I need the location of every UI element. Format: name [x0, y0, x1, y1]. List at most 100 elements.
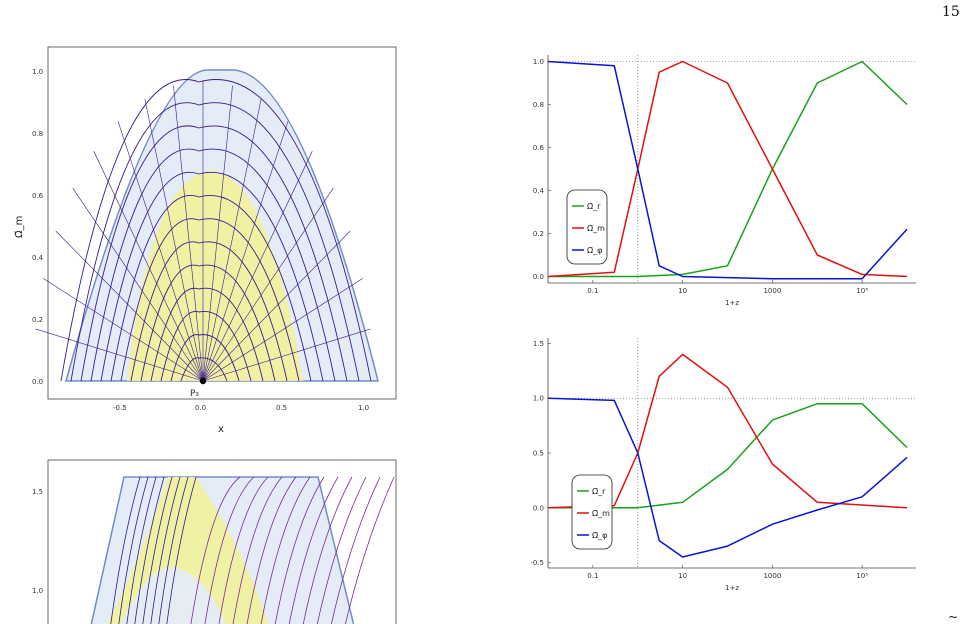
y-tick-label: 0.0 — [32, 378, 43, 386]
series-line — [547, 60, 908, 278]
y-tick-label: 1.5 — [533, 340, 544, 348]
streamline — [117, 121, 204, 382]
streamline — [218, 476, 269, 624]
streamlines — [110, 476, 395, 624]
x-tick-label: 1.0 — [358, 404, 369, 412]
streamline — [118, 476, 149, 624]
legend-label: Ω̃_r — [592, 487, 606, 496]
x-tick-label: 0.1 — [587, 572, 598, 580]
streamline — [70, 102, 360, 382]
streamline — [60, 79, 372, 382]
density-chart-top: 0.0 0.2 0.4 0.6 0.8 1.0 0.1 10 1000 10⁵ 1+z Ω̃_r Ω̃_… — [533, 55, 916, 307]
streamline — [316, 476, 367, 624]
legend-label: Ω̃_r — [587, 202, 601, 211]
fixed-point-label: P₃ — [190, 389, 199, 399]
streamline — [170, 334, 240, 382]
y-tick-label: 0.0 — [533, 273, 544, 281]
y-tick-label: 0.6 — [32, 192, 44, 200]
streamline — [126, 476, 157, 624]
streamline — [204, 476, 255, 624]
streamline — [72, 187, 204, 382]
streamline — [288, 476, 339, 624]
y-tick-label: 0.8 — [533, 101, 544, 109]
streamline — [180, 357, 228, 382]
y-tick-label: -0.5 — [530, 559, 544, 567]
streamline — [345, 476, 395, 624]
phase-portrait-top: P₃ -0.5 0.0 0.5 1.0 x 0.0 0.2 0.4 0.6 0.… — [13, 46, 397, 435]
streamline — [150, 476, 181, 624]
y-tick-label: 0.2 — [32, 316, 43, 324]
streamline — [202, 85, 233, 382]
streamline — [246, 476, 297, 624]
legend-label: Ω̃_m — [587, 224, 605, 233]
y-tick-label: 1.0 — [533, 58, 544, 66]
series-line — [548, 60, 908, 278]
streamline — [55, 230, 204, 382]
y-tick-label: 0.6 — [533, 144, 545, 152]
x-tick-label: -0.5 — [113, 404, 127, 412]
series-line — [547, 397, 908, 558]
y-tick-label: 1.0 — [32, 68, 43, 76]
streamline — [93, 151, 204, 382]
streamline — [202, 99, 262, 382]
x-tick-label: 10⁵ — [856, 287, 868, 295]
streamline — [202, 278, 363, 382]
x-axis-label: 1+z — [725, 299, 739, 307]
x-axis-label: x — [218, 424, 224, 435]
streamline — [330, 476, 381, 624]
y-tick-label: 0.4 — [533, 187, 545, 195]
streamline — [173, 85, 204, 382]
streamline — [274, 476, 325, 624]
streamline — [190, 476, 241, 624]
accelerating-region — [127, 171, 303, 381]
streamline — [202, 230, 351, 382]
streamline — [90, 148, 336, 382]
streamline — [110, 476, 141, 624]
series-line — [547, 60, 908, 280]
streamline — [202, 187, 334, 382]
legend-label: Ω̃_φ — [587, 246, 602, 255]
streamline — [166, 476, 197, 624]
x-tick-label: 1000 — [763, 572, 781, 580]
phase-portrait-bottom: 1.0 1.5 — [32, 459, 397, 624]
x-axis-label: 1+z — [725, 584, 739, 592]
y-tick-label: 1.5 — [32, 488, 43, 496]
streamline — [43, 278, 204, 382]
x-tick-label: 1000 — [763, 287, 781, 295]
y-tick-label: 0.2 — [533, 230, 544, 238]
y-tick-label: 1.0 — [32, 587, 43, 595]
y-tick-label: 0.8 — [32, 130, 43, 138]
streamline — [100, 171, 324, 382]
streamline — [35, 328, 204, 382]
streamline — [120, 218, 300, 382]
streamline — [202, 151, 313, 382]
x-tick-label: 0.5 — [276, 404, 287, 412]
streamline — [202, 328, 371, 382]
x-tick-label: 0.1 — [587, 287, 598, 295]
density-chart-bottom: -0.5 0.0 0.5 1.0 1.5 0.1 10 1000 10⁵ 1+z Ω̃_r Ω̃_m Ω… — [530, 338, 916, 592]
series-line — [547, 353, 908, 509]
streamlines — [35, 79, 372, 382]
x-tick-label: 0.0 — [195, 404, 206, 412]
legend-label: Ω̃_φ — [592, 531, 607, 540]
streamline — [110, 195, 312, 382]
y-tick-label: 1.0 — [533, 395, 544, 403]
streamline — [144, 99, 204, 382]
y-tick-label: 0.0 — [533, 504, 544, 512]
legend-label: Ω̃_m — [592, 509, 610, 518]
streamline — [150, 287, 264, 382]
legend — [571, 474, 613, 550]
streamline — [202, 121, 289, 382]
streamline — [142, 476, 173, 624]
page-number: 15 — [942, 4, 960, 20]
streamline — [80, 125, 348, 382]
streamline — [134, 476, 165, 624]
streamline — [130, 241, 288, 382]
x-tick-label: 10 — [678, 572, 687, 580]
legend — [566, 189, 608, 265]
y-axis-ticks: 0.0 0.2 0.4 0.6 0.8 1.0 — [32, 68, 44, 386]
x-tick-label: 10 — [678, 287, 687, 295]
y-tick-label: 0.5 — [533, 450, 544, 458]
y-tick-label: 0.4 — [32, 254, 44, 262]
streamline — [260, 476, 311, 624]
